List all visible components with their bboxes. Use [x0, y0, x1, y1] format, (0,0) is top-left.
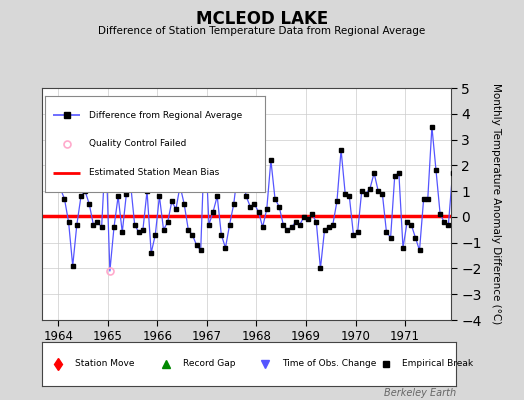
Y-axis label: Monthly Temperature Anomaly Difference (°C): Monthly Temperature Anomaly Difference (…: [491, 83, 501, 325]
Text: Difference from Regional Average: Difference from Regional Average: [89, 111, 242, 120]
Text: Quality Control Failed: Quality Control Failed: [89, 140, 186, 148]
Text: Estimated Station Mean Bias: Estimated Station Mean Bias: [89, 168, 219, 177]
Text: Berkeley Earth: Berkeley Earth: [384, 388, 456, 398]
Text: MCLEOD LAKE: MCLEOD LAKE: [196, 10, 328, 28]
Text: Time of Obs. Change: Time of Obs. Change: [282, 360, 376, 368]
Text: Station Move: Station Move: [75, 360, 135, 368]
Text: Difference of Station Temperature Data from Regional Average: Difference of Station Temperature Data f…: [99, 26, 425, 36]
Text: Empirical Break: Empirical Break: [402, 360, 473, 368]
Text: Record Gap: Record Gap: [183, 360, 235, 368]
